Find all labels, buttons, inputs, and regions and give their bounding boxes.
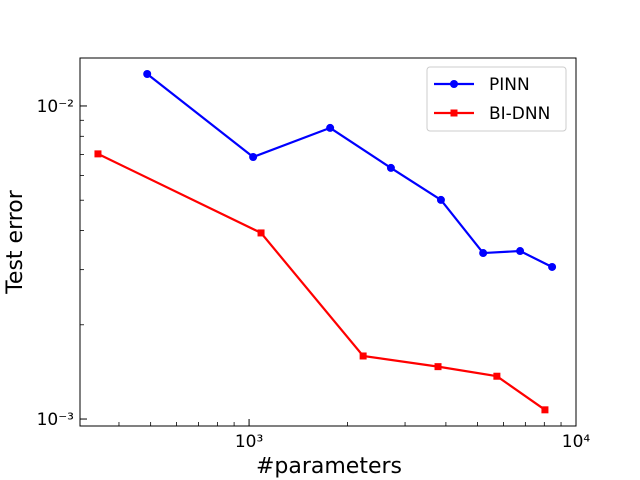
point xyxy=(326,123,335,132)
x-axis-label: #parameters xyxy=(256,454,402,479)
point xyxy=(541,406,549,414)
point xyxy=(516,247,525,256)
y-axis-label: Test error xyxy=(3,189,28,295)
series-line xyxy=(97,152,546,411)
y-tick-label: 10⁻² xyxy=(37,97,74,117)
point xyxy=(434,363,442,371)
point xyxy=(359,352,367,360)
point xyxy=(436,195,445,204)
y-tick-label: 10⁻³ xyxy=(37,410,74,430)
series-line xyxy=(146,73,553,268)
point xyxy=(94,150,102,158)
legend-label: BI-DNN xyxy=(489,104,550,124)
point xyxy=(257,229,265,237)
point xyxy=(143,70,152,79)
point xyxy=(548,262,557,271)
point xyxy=(493,372,501,380)
legend-marker xyxy=(450,80,458,88)
point xyxy=(386,163,395,172)
legend-marker xyxy=(450,109,458,117)
x-tick-label: 10³ xyxy=(235,432,263,452)
point xyxy=(249,153,258,162)
plot-frame xyxy=(79,57,577,427)
x-tick-label: 10⁴ xyxy=(562,432,591,452)
legend-label: PINN xyxy=(489,75,530,95)
point xyxy=(479,249,488,258)
